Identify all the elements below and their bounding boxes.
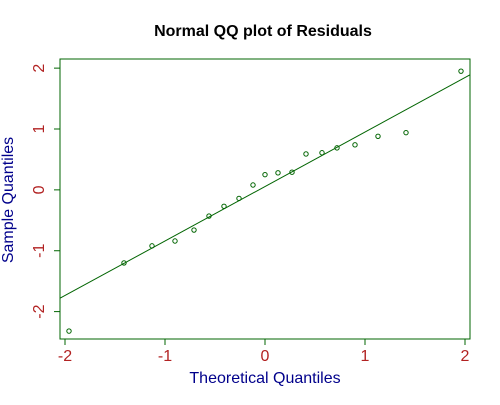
data-point <box>221 203 227 210</box>
data-point <box>172 238 178 244</box>
plot-frame <box>59 58 471 340</box>
data-point <box>191 227 197 233</box>
data-point <box>236 195 242 202</box>
data-points-group <box>66 68 464 334</box>
x-tick-label: 2 <box>461 348 470 365</box>
x-axis-label: Theoretical Quantiles <box>189 370 340 387</box>
y-axis-label: Sample Quantiles <box>0 137 17 263</box>
y-tick-label: -1 <box>31 244 48 258</box>
data-point <box>303 151 309 157</box>
data-point <box>262 171 268 178</box>
data-point <box>375 133 381 140</box>
data-point <box>121 260 127 266</box>
data-point <box>319 150 325 156</box>
y-tick-label: 0 <box>31 185 48 194</box>
data-point <box>334 145 340 151</box>
data-point <box>275 170 281 176</box>
y-axis: -2 -1 0 1 2 <box>31 64 60 319</box>
x-tick-label: 0 <box>261 348 270 365</box>
qq-reference-line <box>59 74 471 299</box>
data-point <box>352 142 358 148</box>
x-tick-label: -2 <box>58 348 72 365</box>
reference-line-group <box>59 74 471 299</box>
data-point <box>458 68 464 74</box>
data-point <box>403 129 409 136</box>
data-point <box>289 169 295 175</box>
data-point <box>149 243 155 249</box>
data-point <box>250 182 256 188</box>
chart-title: Normal QQ plot of Residuals <box>154 23 372 40</box>
y-tick-label: 2 <box>31 64 48 73</box>
y-tick-label: -2 <box>31 304 48 318</box>
x-tick-label: -1 <box>158 348 172 365</box>
data-point <box>206 213 212 219</box>
x-tick-label: 1 <box>361 348 370 365</box>
data-point <box>66 328 72 334</box>
x-axis: -2 -1 0 1 2 <box>58 339 470 365</box>
y-tick-label: 1 <box>31 124 48 133</box>
